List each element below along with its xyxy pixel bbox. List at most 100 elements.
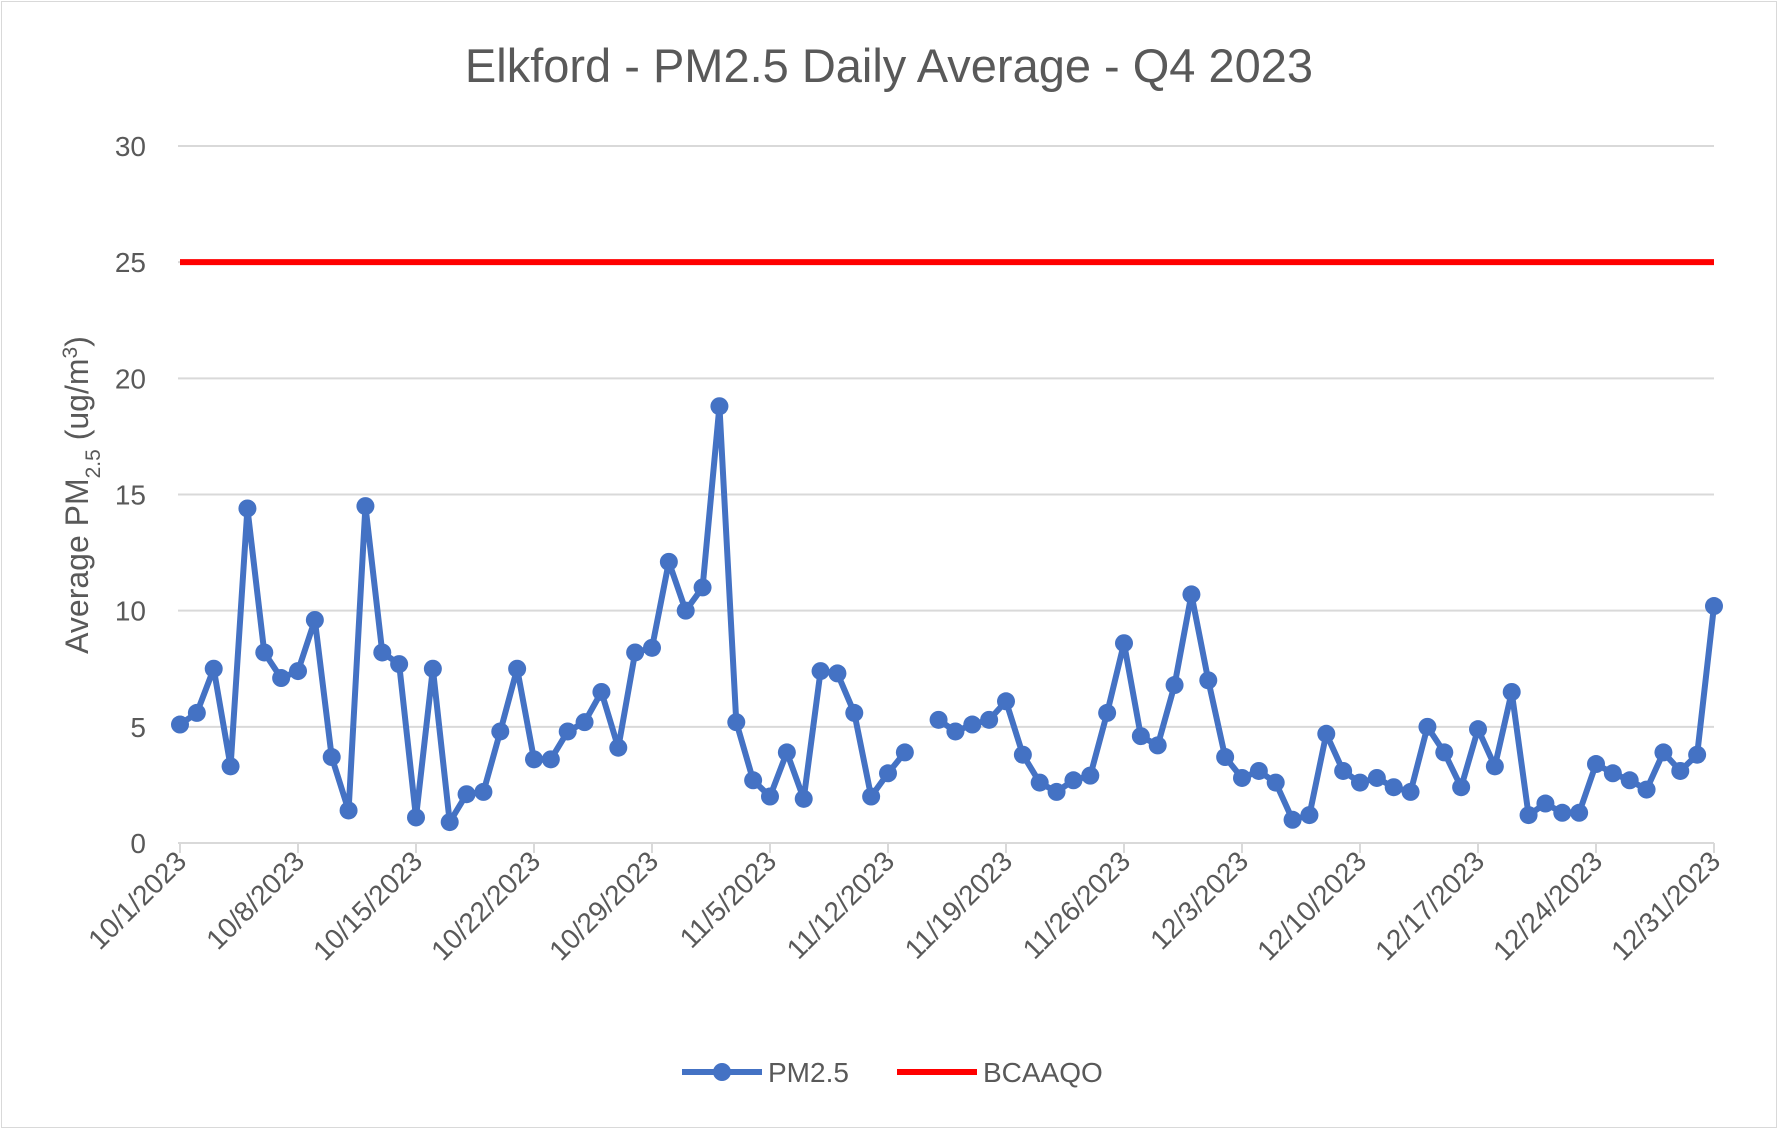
data-point [828,664,847,683]
x-tick-label: 11/12/2023 [781,845,901,965]
data-point [1384,778,1403,797]
data-point [1485,757,1504,776]
data-point [1233,768,1251,787]
x-tick-label: 12/3/2023 [1144,845,1254,955]
data-point [1351,773,1369,792]
data-point [626,643,645,662]
data-point [238,499,257,518]
data-point [322,748,341,767]
x-tick-label: 10/8/2023 [200,845,310,955]
data-point [963,715,982,734]
data-point [508,659,527,678]
data-point [659,552,678,571]
y-axis-ticks: 0 5 10 15 20 25 30 [115,131,146,859]
x-tick-label: 10/29/2023 [543,845,664,966]
data-point [305,610,324,629]
data-point [272,669,291,688]
y-tick-label-5: 5 [130,712,146,743]
data-point [862,787,881,806]
data-point [1115,634,1133,653]
data-point [1216,748,1235,767]
legend-item-pm2-5: PM2.5 [682,1057,849,1088]
series-pm2-5 [171,397,1723,832]
data-point [1317,724,1336,743]
x-tick-label: 12/10/2023 [1251,845,1372,966]
x-tick-label: 12/24/2023 [1487,845,1608,966]
data-point [1199,671,1218,690]
x-tick-label: 10/1/2023 [82,845,192,955]
data-point [710,397,729,416]
data-point [1300,806,1319,825]
data-point [1283,810,1302,829]
gridlines [178,145,1714,728]
data-point [1418,717,1437,736]
x-tick-label: 12/31/2023 [1605,845,1726,966]
data-point [1654,743,1673,762]
data-point [811,662,830,681]
data-point [255,643,274,662]
data-point [1266,773,1285,792]
data-point [1536,794,1555,813]
y-tick-label-30: 30 [115,131,146,162]
data-point [423,659,442,678]
y-tick-label-0: 0 [130,828,146,859]
legend-label: BCAAQO [983,1057,1103,1088]
data-point [1098,703,1117,722]
data-point [390,655,409,674]
series-layer [171,259,1723,832]
data-point [727,713,746,732]
data-point [457,785,476,804]
data-point [1064,771,1083,790]
legend: PM2.5 BCAAQO [682,1057,1103,1088]
data-point [1502,682,1521,701]
legend-swatch-marker [713,1063,731,1081]
data-point [440,813,459,832]
data-point [1570,803,1589,822]
x-tick-label: 10/22/2023 [425,845,546,966]
data-point [1519,806,1538,825]
data-point [879,764,897,783]
data-point [1131,727,1150,746]
x-tick-label: 11/5/2023 [674,845,783,954]
data-point [1013,745,1032,764]
data-point [1401,782,1420,801]
data-point [929,710,948,729]
data-point [1671,761,1690,780]
data-point [407,808,425,827]
x-tick-label: 10/15/2023 [307,845,428,966]
data-point [1553,803,1572,822]
data-point [1587,755,1605,774]
data-point [980,710,999,729]
data-point [1165,676,1184,695]
data-point [1081,766,1100,785]
data-point [575,713,594,732]
data-point [946,722,965,741]
data-point [1435,743,1454,762]
data-point [693,578,712,597]
legend-item-bcaaqo: BCAAQO [897,1057,1103,1088]
data-point [794,789,813,808]
y-tick-label-25: 25 [115,247,146,278]
data-point [845,703,864,722]
data-point [541,750,560,769]
data-point [1452,778,1471,797]
x-tick-label: 11/26/2023 [1017,845,1137,965]
data-point [1047,782,1066,801]
data-point [171,715,189,734]
data-point [1620,771,1639,790]
data-point [1705,597,1723,616]
data-point [558,722,577,741]
y-tick-label-10: 10 [115,596,146,627]
data-point [204,659,223,678]
data-point [744,771,763,790]
data-point [997,692,1015,711]
data-point [525,750,543,769]
data-point [676,601,695,620]
data-point [356,497,375,516]
data-point [1603,764,1622,783]
data-point [1367,768,1386,787]
data-point [373,643,392,662]
data-point [491,722,510,741]
